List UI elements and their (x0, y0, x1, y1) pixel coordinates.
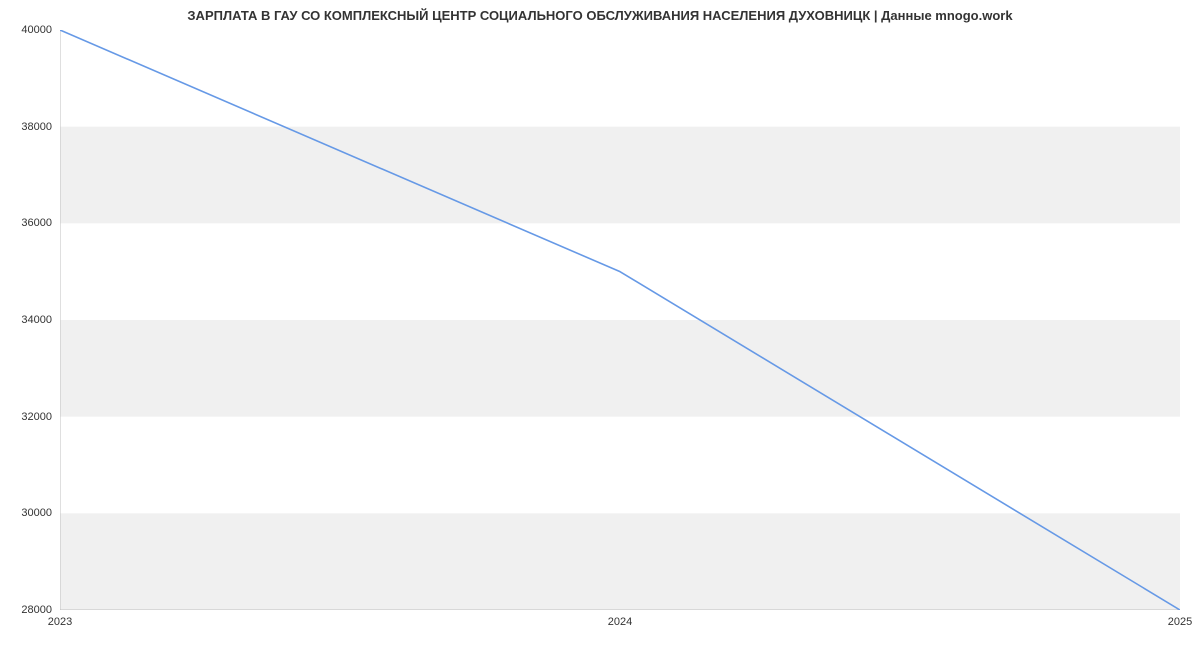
grid-band (60, 513, 1180, 610)
y-tick-label: 30000 (21, 507, 52, 519)
x-tick-label: 2025 (1168, 616, 1192, 628)
y-tick-label: 38000 (21, 121, 52, 133)
x-tick-label: 2024 (608, 616, 632, 628)
plot-area (60, 30, 1180, 610)
chart-title: ЗАРПЛАТА В ГАУ СО КОМПЛЕКСНЫЙ ЦЕНТР СОЦИ… (0, 8, 1200, 23)
y-tick-label: 36000 (21, 217, 52, 229)
chart-svg (60, 30, 1180, 610)
x-tick-label: 2023 (48, 616, 72, 628)
grid-band (60, 127, 1180, 224)
grid-band (60, 320, 1180, 417)
y-tick-label: 32000 (21, 411, 52, 423)
y-tick-label: 28000 (21, 604, 52, 616)
y-tick-label: 34000 (21, 314, 52, 326)
y-tick-label: 40000 (21, 24, 52, 36)
